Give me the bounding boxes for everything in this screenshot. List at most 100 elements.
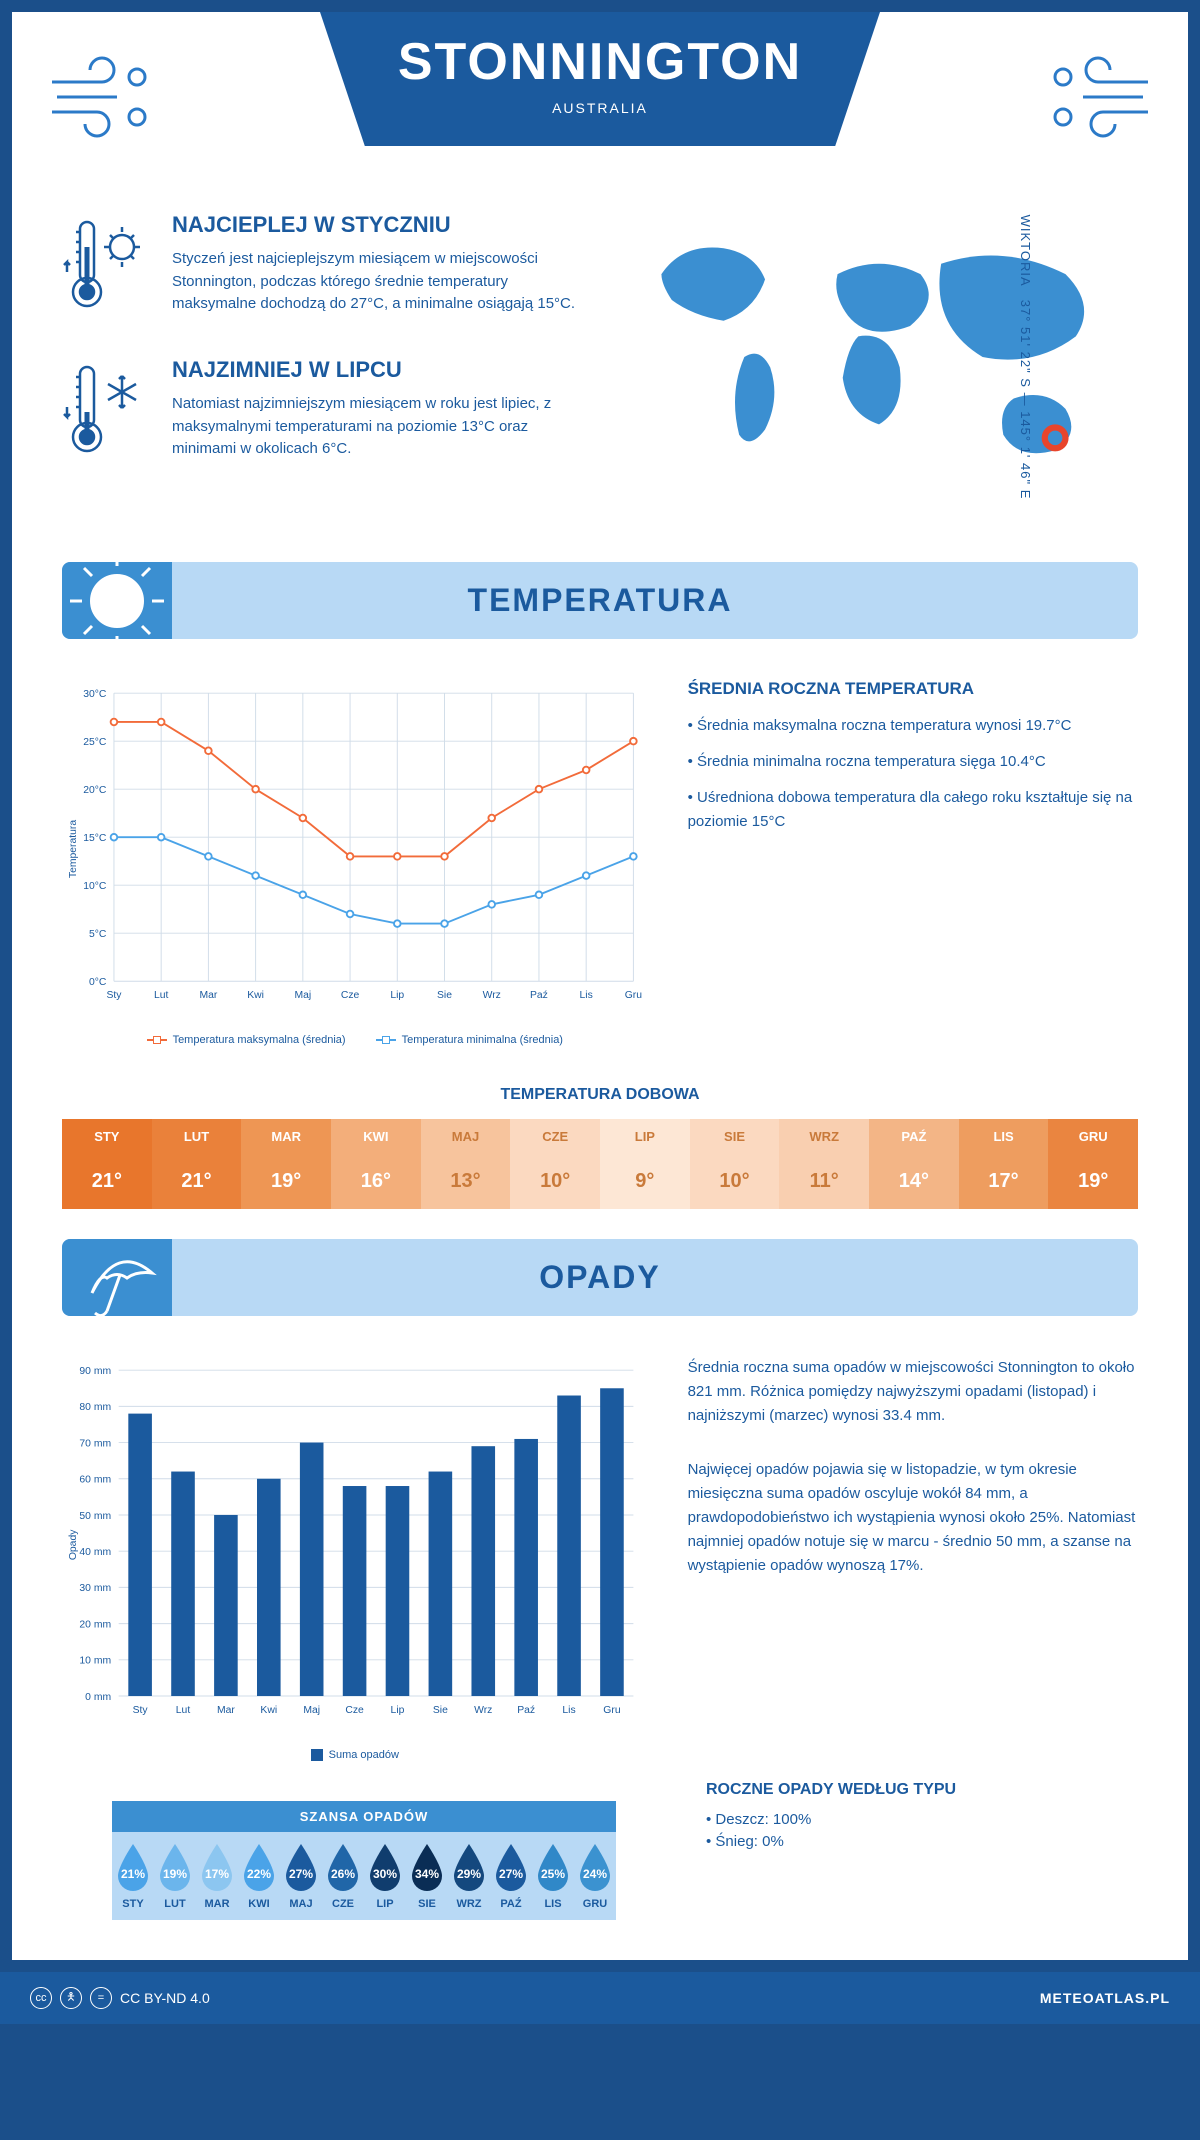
- temp-cell: PAŹ14°: [869, 1119, 959, 1209]
- svg-text:Opady: Opady: [68, 1529, 79, 1560]
- legend-precip: Suma opadów: [311, 1749, 399, 1761]
- precip-text: Najwięcej opadów pojawia się w listopadz…: [688, 1458, 1138, 1578]
- temp-daily-title: TEMPERATURA DOBOWA: [12, 1086, 1188, 1104]
- svg-text:19%: 19%: [163, 1867, 187, 1881]
- fact-cold-title: NAJZIMNIEJ W LIPCU: [172, 357, 580, 383]
- section-temperature: TEMPERATURA: [62, 562, 1138, 639]
- coordinates: WIKTORIA 37° 51' 22" S — 145° 1' 46" E: [1018, 215, 1033, 500]
- page-title: STONNINGTON: [380, 32, 820, 92]
- temp-bullet: • Uśredniona dobowa temperatura dla całe…: [688, 786, 1138, 834]
- svg-text:50 mm: 50 mm: [79, 1511, 111, 1522]
- rain-drop: 27% MAJ: [280, 1842, 322, 1910]
- svg-text:90 mm: 90 mm: [79, 1366, 111, 1377]
- svg-text:17%: 17%: [205, 1867, 229, 1881]
- svg-text:Maj: Maj: [303, 1705, 320, 1716]
- fact-hot-text: Styczeń jest najcieplejszym miesiącem w …: [172, 248, 580, 316]
- temp-annual-title: ŚREDNIA ROCZNA TEMPERATURA: [688, 679, 1138, 699]
- temp-cell: CZE10°: [510, 1119, 600, 1209]
- svg-text:30 mm: 30 mm: [79, 1583, 111, 1594]
- svg-text:20°C: 20°C: [83, 785, 107, 796]
- legend-max: Temperatura maksymalna (średnia): [147, 1034, 346, 1046]
- rain-drop: 22% KWI: [238, 1842, 280, 1910]
- temp-cell: STY21°: [62, 1119, 152, 1209]
- svg-text:Sie: Sie: [433, 1705, 448, 1716]
- footer: cc 🯅 = CC BY-ND 4.0 METEOATLAS.PL: [0, 1972, 1200, 2024]
- svg-text:Wrz: Wrz: [474, 1705, 492, 1716]
- precip-type-snow: • Śnieg: 0%: [706, 1831, 1138, 1854]
- thermometer-snow-icon: [62, 357, 152, 472]
- temp-cell: SIE10°: [690, 1119, 780, 1209]
- precip-type-rain: • Deszcz: 100%: [706, 1809, 1138, 1832]
- rain-drop: 29% WRZ: [448, 1842, 490, 1910]
- svg-text:40 mm: 40 mm: [79, 1547, 111, 1558]
- wind-icon: [1028, 42, 1158, 147]
- rain-drop: 17% MAR: [196, 1842, 238, 1910]
- svg-text:Mar: Mar: [217, 1705, 235, 1716]
- svg-text:Mar: Mar: [199, 990, 217, 1001]
- page-subtitle: AUSTRALIA: [380, 100, 820, 116]
- svg-text:15°C: 15°C: [83, 833, 107, 844]
- svg-text:Gru: Gru: [625, 990, 643, 1001]
- svg-text:Sty: Sty: [106, 990, 122, 1001]
- svg-text:25%: 25%: [541, 1867, 565, 1881]
- temperature-chart: 0°C5°C10°C15°C20°C25°C30°CStyLutMarKwiMa…: [62, 679, 648, 1019]
- svg-text:25°C: 25°C: [83, 737, 107, 748]
- svg-text:27%: 27%: [289, 1867, 313, 1881]
- umbrella-icon: [62, 1239, 172, 1316]
- fact-hot-title: NAJCIEPLEJ W STYCZNIU: [172, 212, 580, 238]
- legend-min: Temperatura minimalna (średnia): [376, 1034, 563, 1046]
- temp-bullet: • Średnia minimalna roczna temperatura s…: [688, 750, 1138, 774]
- cc-icon: cc: [30, 1987, 52, 2009]
- temp-cell: WRZ11°: [779, 1119, 869, 1209]
- temp-cell: MAJ13°: [421, 1119, 511, 1209]
- precip-type-title: ROCZNE OPADY WEDŁUG TYPU: [706, 1781, 1138, 1799]
- svg-text:27%: 27%: [499, 1867, 523, 1881]
- svg-text:Lis: Lis: [580, 990, 593, 1001]
- svg-text:Paź: Paź: [517, 1705, 535, 1716]
- svg-text:Sie: Sie: [437, 990, 452, 1001]
- svg-text:Paź: Paź: [530, 990, 548, 1001]
- svg-text:Lut: Lut: [154, 990, 169, 1001]
- temp-cell: KWI16°: [331, 1119, 421, 1209]
- svg-text:29%: 29%: [457, 1867, 481, 1881]
- svg-text:Temperatura: Temperatura: [68, 820, 79, 878]
- svg-text:Gru: Gru: [603, 1705, 621, 1716]
- temp-cell: LIP9°: [600, 1119, 690, 1209]
- temp-bullet: • Średnia maksymalna roczna temperatura …: [688, 714, 1138, 738]
- svg-text:24%: 24%: [583, 1867, 607, 1881]
- svg-text:10°C: 10°C: [83, 881, 107, 892]
- rain-chance-panel: SZANSA OPADÓW 21% STY 19% LUT 17% MAR 22…: [112, 1801, 616, 1920]
- sun-icon: [62, 562, 172, 639]
- svg-text:Cze: Cze: [341, 990, 360, 1001]
- svg-text:5°C: 5°C: [89, 929, 107, 940]
- svg-text:0°C: 0°C: [89, 977, 107, 988]
- svg-text:Lip: Lip: [391, 1705, 405, 1716]
- license-text: CC BY-ND 4.0: [120, 1990, 210, 2006]
- svg-text:70 mm: 70 mm: [79, 1438, 111, 1449]
- fact-hot: NAJCIEPLEJ W STYCZNIU Styczeń jest najci…: [62, 212, 580, 327]
- rain-chance-title: SZANSA OPADÓW: [112, 1801, 616, 1832]
- svg-text:Maj: Maj: [294, 990, 311, 1001]
- svg-text:22%: 22%: [247, 1867, 271, 1881]
- svg-text:30%: 30%: [373, 1867, 397, 1881]
- rain-drop: 24% GRU: [574, 1842, 616, 1910]
- precip-text: Średnia roczna suma opadów w miejscowośc…: [688, 1356, 1138, 1428]
- svg-text:Cze: Cze: [345, 1705, 364, 1716]
- section-precipitation: OPADY: [62, 1239, 1138, 1316]
- svg-text:0 mm: 0 mm: [85, 1692, 111, 1703]
- temp-cell: GRU19°: [1048, 1119, 1138, 1209]
- svg-text:80 mm: 80 mm: [79, 1402, 111, 1413]
- wind-icon: [42, 42, 172, 147]
- svg-text:Lut: Lut: [176, 1705, 191, 1716]
- rain-drop: 19% LUT: [154, 1842, 196, 1910]
- svg-text:Kwi: Kwi: [260, 1705, 277, 1716]
- section-title: TEMPERATURA: [82, 582, 1118, 619]
- section-title: OPADY: [82, 1259, 1118, 1296]
- temp-daily-table: STY21°LUT21°MAR19°KWI16°MAJ13°CZE10°LIP9…: [62, 1119, 1138, 1209]
- svg-text:Lis: Lis: [562, 1705, 575, 1716]
- svg-text:30°C: 30°C: [83, 689, 107, 700]
- svg-text:60 mm: 60 mm: [79, 1475, 111, 1486]
- svg-text:Lip: Lip: [390, 990, 404, 1001]
- svg-text:Sty: Sty: [133, 1705, 149, 1716]
- svg-text:21%: 21%: [121, 1867, 145, 1881]
